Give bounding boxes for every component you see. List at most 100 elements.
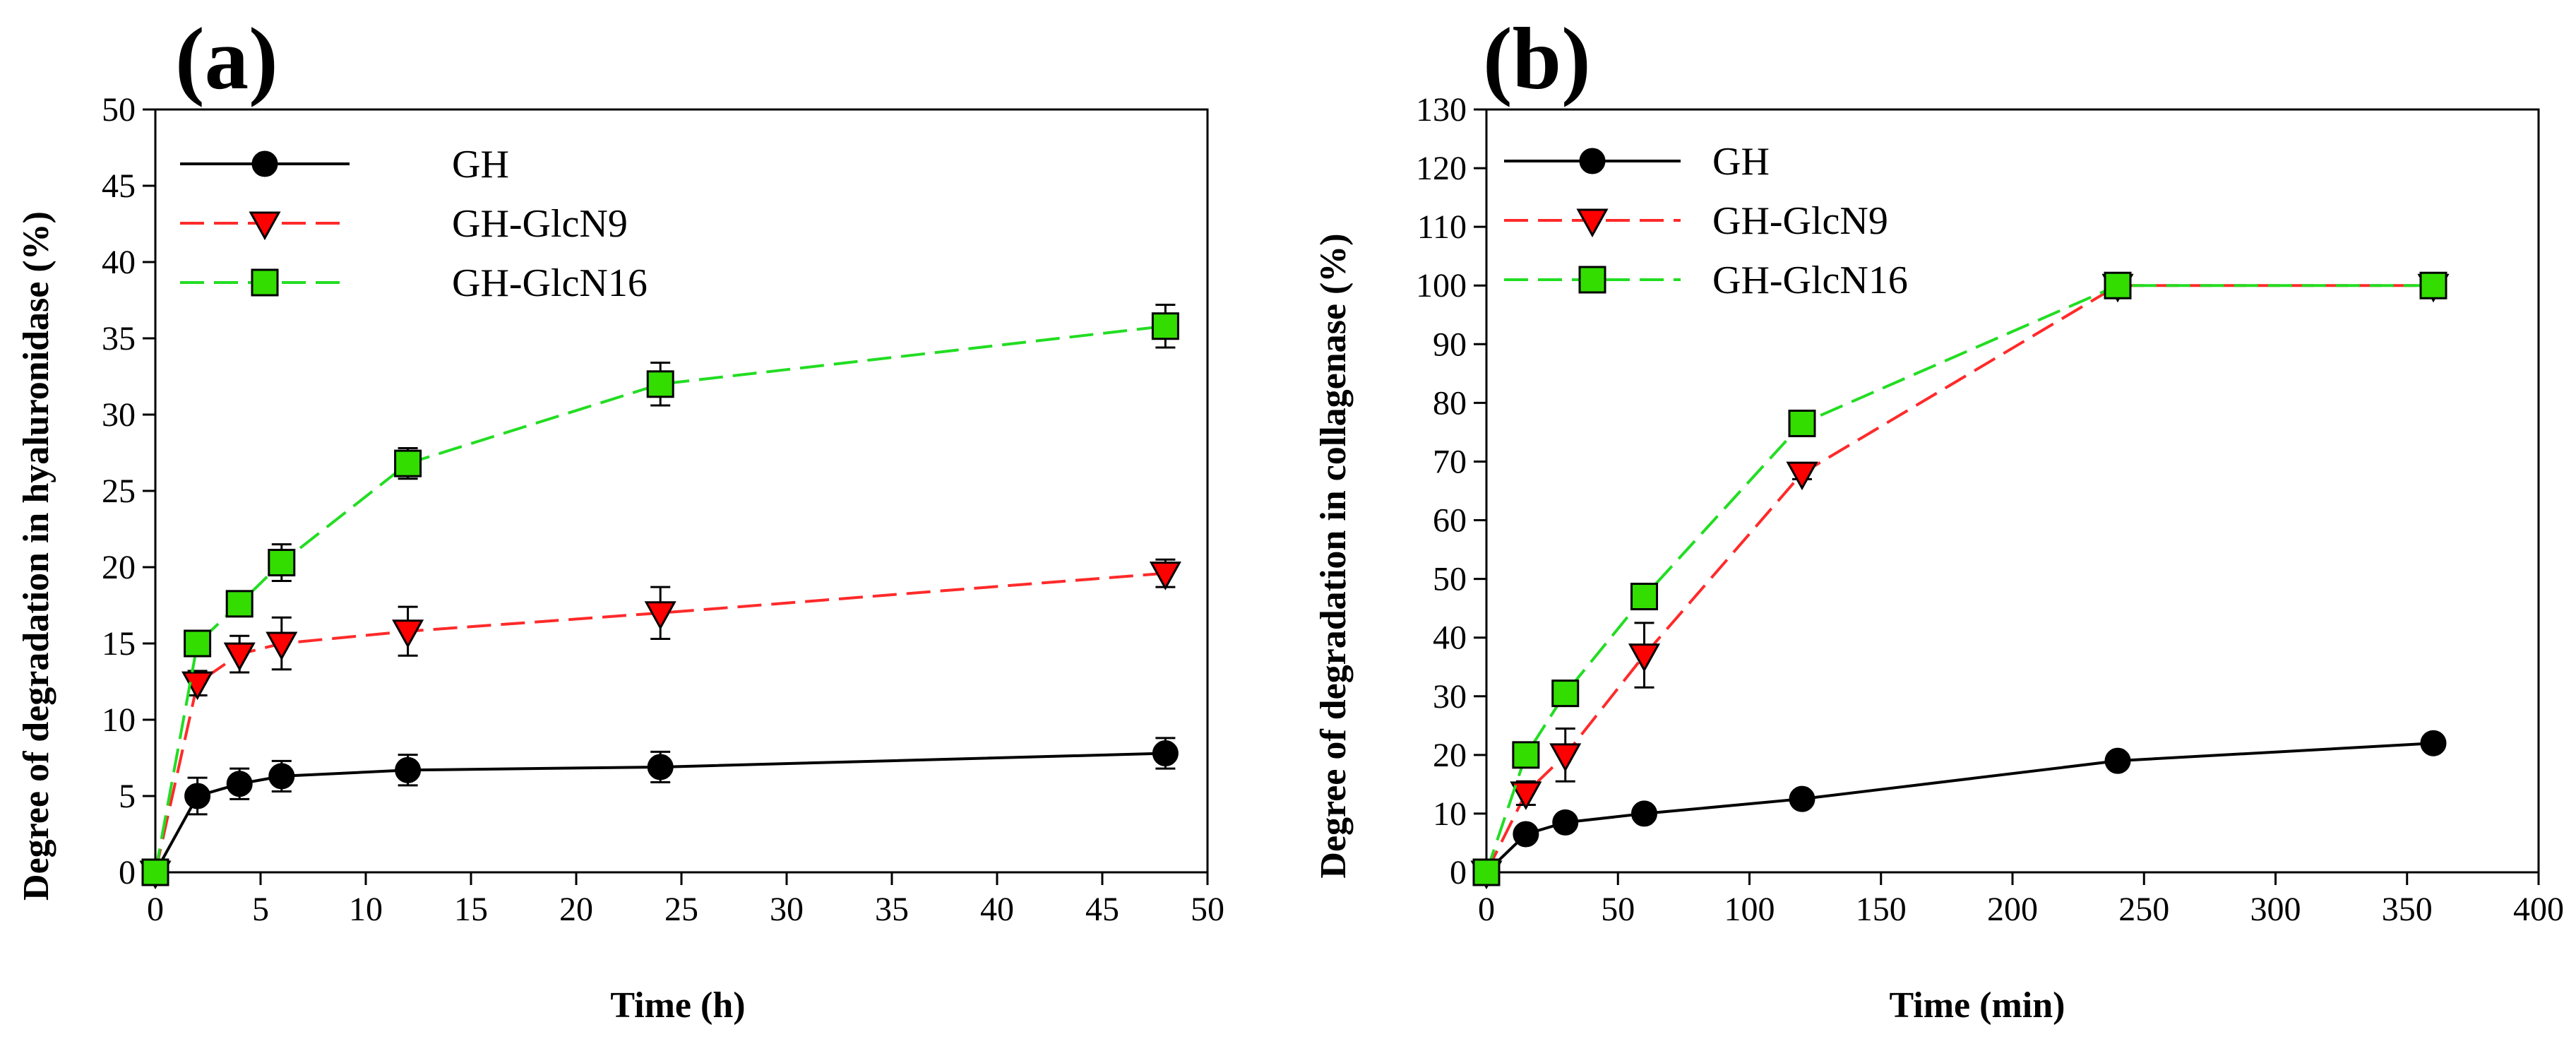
panel-b-series-gh-glcn16-point: [1551, 679, 1580, 708]
panel-b-y-tick-label: 70: [1433, 443, 1467, 480]
panel-a-legend-label-2: GH-GlcN16: [452, 261, 648, 305]
panel-b-series-gh-point: [2104, 747, 2131, 774]
panel-a-x-tick-label: 40: [980, 891, 1014, 928]
panel-b-y-tick-label: 80: [1433, 384, 1467, 422]
panel-b-legend-marker-1: [1576, 208, 1609, 238]
panel-a-legend-marker-0: [251, 150, 278, 177]
panel-a-x-tick-label: 0: [147, 891, 164, 928]
panel-b-y-tick-label: 50: [1433, 561, 1467, 598]
panel-b-x-axis-title: Time (min): [1890, 985, 2065, 1026]
panel-a-series-gh-glcn16-point: [394, 449, 422, 477]
panel-a-x-axis-title: Time (h): [610, 985, 745, 1026]
panel-b-y-tick-label: 90: [1433, 326, 1467, 363]
panel-a-y-tick-label: 15: [102, 625, 136, 663]
panel-b-y-tick-label: 100: [1416, 267, 1467, 304]
panel-b-series-gh-glcn16: [1472, 271, 2447, 886]
panel-a-y-tick-label: 20: [102, 549, 136, 586]
panel-a-series-gh-glcn9-point: [223, 642, 256, 672]
panel-a-x-tick-label: 50: [1191, 891, 1224, 928]
panel-a-series-gh-glcn16-point: [1151, 312, 1179, 340]
panel-b-series-gh-glcn9-point: [1786, 461, 1818, 491]
panel-a-legend-marker-2: [251, 268, 279, 297]
panel-a-x-tick-label: 25: [664, 891, 698, 928]
panel-b-y-tick-label: 0: [1450, 854, 1467, 891]
panel-a-y-tick-label: 50: [102, 91, 136, 129]
panel-a-x-tick-label: 30: [770, 891, 804, 928]
panel-b-y-tick-label: 40: [1433, 619, 1467, 657]
panel-a-series-gh-point: [226, 771, 253, 797]
panel-b-series-gh-glcn16-point: [1472, 858, 1501, 886]
panel-b-legend-label-1: GH-GlcN9: [1712, 199, 1888, 243]
panel-b-x-tick-label: 250: [2118, 891, 2169, 928]
panel-a-series-gh-glcn16-point: [184, 629, 212, 658]
panel-a-x-tick-label: 45: [1085, 891, 1119, 928]
panel-a-series-gh-point: [395, 756, 422, 783]
panel-b-y-tick-label: 30: [1433, 678, 1467, 716]
panel-b-series-gh-point: [1789, 785, 1815, 812]
panel-a-series-gh-point: [184, 783, 211, 809]
panel-a-y-tick-label: 0: [119, 854, 136, 891]
panel-b-y-tick-label: 130: [1416, 91, 1467, 129]
panel-b-series-gh-point: [1552, 809, 1579, 836]
panel-a-y-tick-label: 40: [102, 244, 136, 281]
panel-b-x-tick-label: 150: [1856, 891, 1907, 928]
panel-b-legend-marker-0: [1579, 148, 1606, 174]
panel-a-series-gh-glcn16-point: [268, 549, 296, 577]
panel-a-y-tick-label: 35: [102, 320, 136, 357]
panel-b-y-tick-label: 120: [1416, 150, 1467, 187]
panel-b-series-gh-glcn16-point: [1512, 741, 1540, 769]
panel-a-series-gh-glcn16: [141, 303, 1179, 886]
panel-a-series-gh-glcn16-point: [646, 370, 674, 398]
panel-a-series-gh-glcn9-point: [392, 619, 424, 648]
panel-b-x-tick-label: 200: [1987, 891, 2038, 928]
panel-a-legend-marker-1: [249, 211, 281, 241]
panel-b-series-gh-glcn9-point: [1628, 643, 1661, 672]
panel-a-chart: (a) Time (h) Degree of degradation in hy…: [16, 11, 1224, 1026]
panel-a-label: (a): [175, 11, 278, 108]
panel-b-x-tick-label: 0: [1478, 891, 1495, 928]
panel-a-y-tick-label: 25: [102, 473, 136, 510]
panel-b-y-tick-label: 110: [1417, 208, 1467, 246]
panel-b-y-tick-label: 60: [1433, 502, 1467, 540]
panel-a-series-gh-point: [1152, 740, 1179, 767]
panel-a-legend-label-1: GH-GlcN9: [452, 202, 628, 246]
panel-a-legend-label-0: GH: [452, 143, 509, 186]
panel-b-y-axis-title: Degree of degradation in collagenase (%): [1313, 233, 1354, 878]
panel-b-series-gh-glcn16-point: [1630, 583, 1658, 611]
panel-a-y-tick-label: 10: [102, 701, 136, 739]
panel-a-series-gh-glcn16-point: [225, 590, 254, 618]
panel-b-series-gh-point: [1513, 821, 1539, 848]
panel-b-legend-label-2: GH-GlcN16: [1712, 259, 1908, 302]
panel-b-legend-label-0: GH: [1712, 140, 1770, 184]
panel-b-series-gh-glcn9-point: [1510, 781, 1542, 810]
panel-b-series-gh-glcn16-point: [2419, 271, 2447, 299]
panel-a-series-gh-point: [647, 754, 674, 780]
panel-b-x-tick-label: 400: [2513, 891, 2564, 928]
panel-a-x-tick-label: 15: [454, 891, 488, 928]
panel-a-x-tick-label: 5: [252, 891, 269, 928]
panel-a-x-tick-label: 35: [875, 891, 909, 928]
panel-a-series-gh-glcn16-point: [141, 858, 169, 886]
panel-a-y-tick-label: 45: [102, 167, 136, 205]
panel-b-series-gh-point: [1631, 800, 1657, 827]
panel-b-series-gh-glcn16-point: [1788, 409, 1816, 437]
panel-a-series-gh-glcn9-point: [266, 631, 298, 661]
panel-a-y-tick-label: 30: [102, 396, 136, 434]
panel-a-x-tick-label: 20: [559, 891, 593, 928]
panel-a-y-tick-label: 5: [119, 778, 136, 815]
panel-a-series-gh-point: [268, 763, 295, 790]
panel-b-series-gh-glcn9-point: [1549, 743, 1582, 772]
panel-b-label: (b): [1483, 11, 1591, 108]
panel-a-series-gh-glcn9-point: [1149, 562, 1181, 590]
panel-b-chart: (b) Time (min) Degree of degradation in …: [1313, 11, 2564, 1026]
panel-b-x-tick-label: 50: [1601, 891, 1635, 928]
panel-b-x-tick-label: 350: [2382, 891, 2433, 928]
panel-b-y-tick-label: 20: [1433, 737, 1467, 774]
panel-b-series-gh-point: [2420, 730, 2447, 756]
panel-a-x-tick-label: 10: [349, 891, 383, 928]
panel-a-y-axis-title: Degree of degradation in hyaluronidase (…: [16, 211, 56, 901]
panel-b-legend-marker-2: [1578, 266, 1606, 294]
panel-b-x-tick-label: 300: [2250, 891, 2301, 928]
panel-a-series-gh-glcn9-point: [644, 601, 676, 630]
